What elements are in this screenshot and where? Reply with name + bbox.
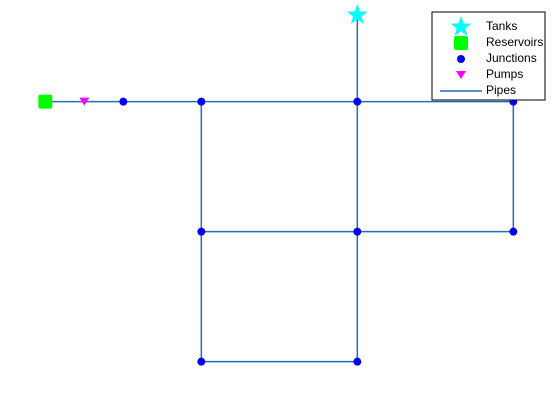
legend-box xyxy=(431,11,546,101)
legend-label-pumps: Pumps xyxy=(486,67,523,81)
reservoir-R1 xyxy=(38,94,53,109)
junction-J9 xyxy=(353,357,362,366)
junction-J8 xyxy=(197,357,206,366)
nodes-layer xyxy=(38,4,518,366)
junction-J2 xyxy=(197,97,206,106)
square-icon xyxy=(454,36,468,50)
junction-J5 xyxy=(197,227,206,236)
junction-J3 xyxy=(353,97,362,106)
legend-icons xyxy=(440,16,482,92)
junction-J6 xyxy=(353,227,362,236)
junction-J7 xyxy=(509,227,518,236)
legend-label-tanks: Tanks xyxy=(486,19,517,33)
legend-label-reservoirs: Reservoirs xyxy=(486,35,543,49)
pump-P1 xyxy=(79,97,90,106)
tank-T1 xyxy=(346,4,368,24)
star-icon xyxy=(450,16,472,36)
junction-J1 xyxy=(119,97,128,106)
legend-label-junctions: Junctions xyxy=(486,51,537,65)
legend: Tanks Reservoirs Junctions Pumps Pipes xyxy=(431,11,546,101)
dot-icon xyxy=(457,55,465,63)
pipes-layer xyxy=(45,15,515,363)
triangle-down-icon xyxy=(456,71,466,79)
legend-label-pipes: Pipes xyxy=(486,83,516,97)
